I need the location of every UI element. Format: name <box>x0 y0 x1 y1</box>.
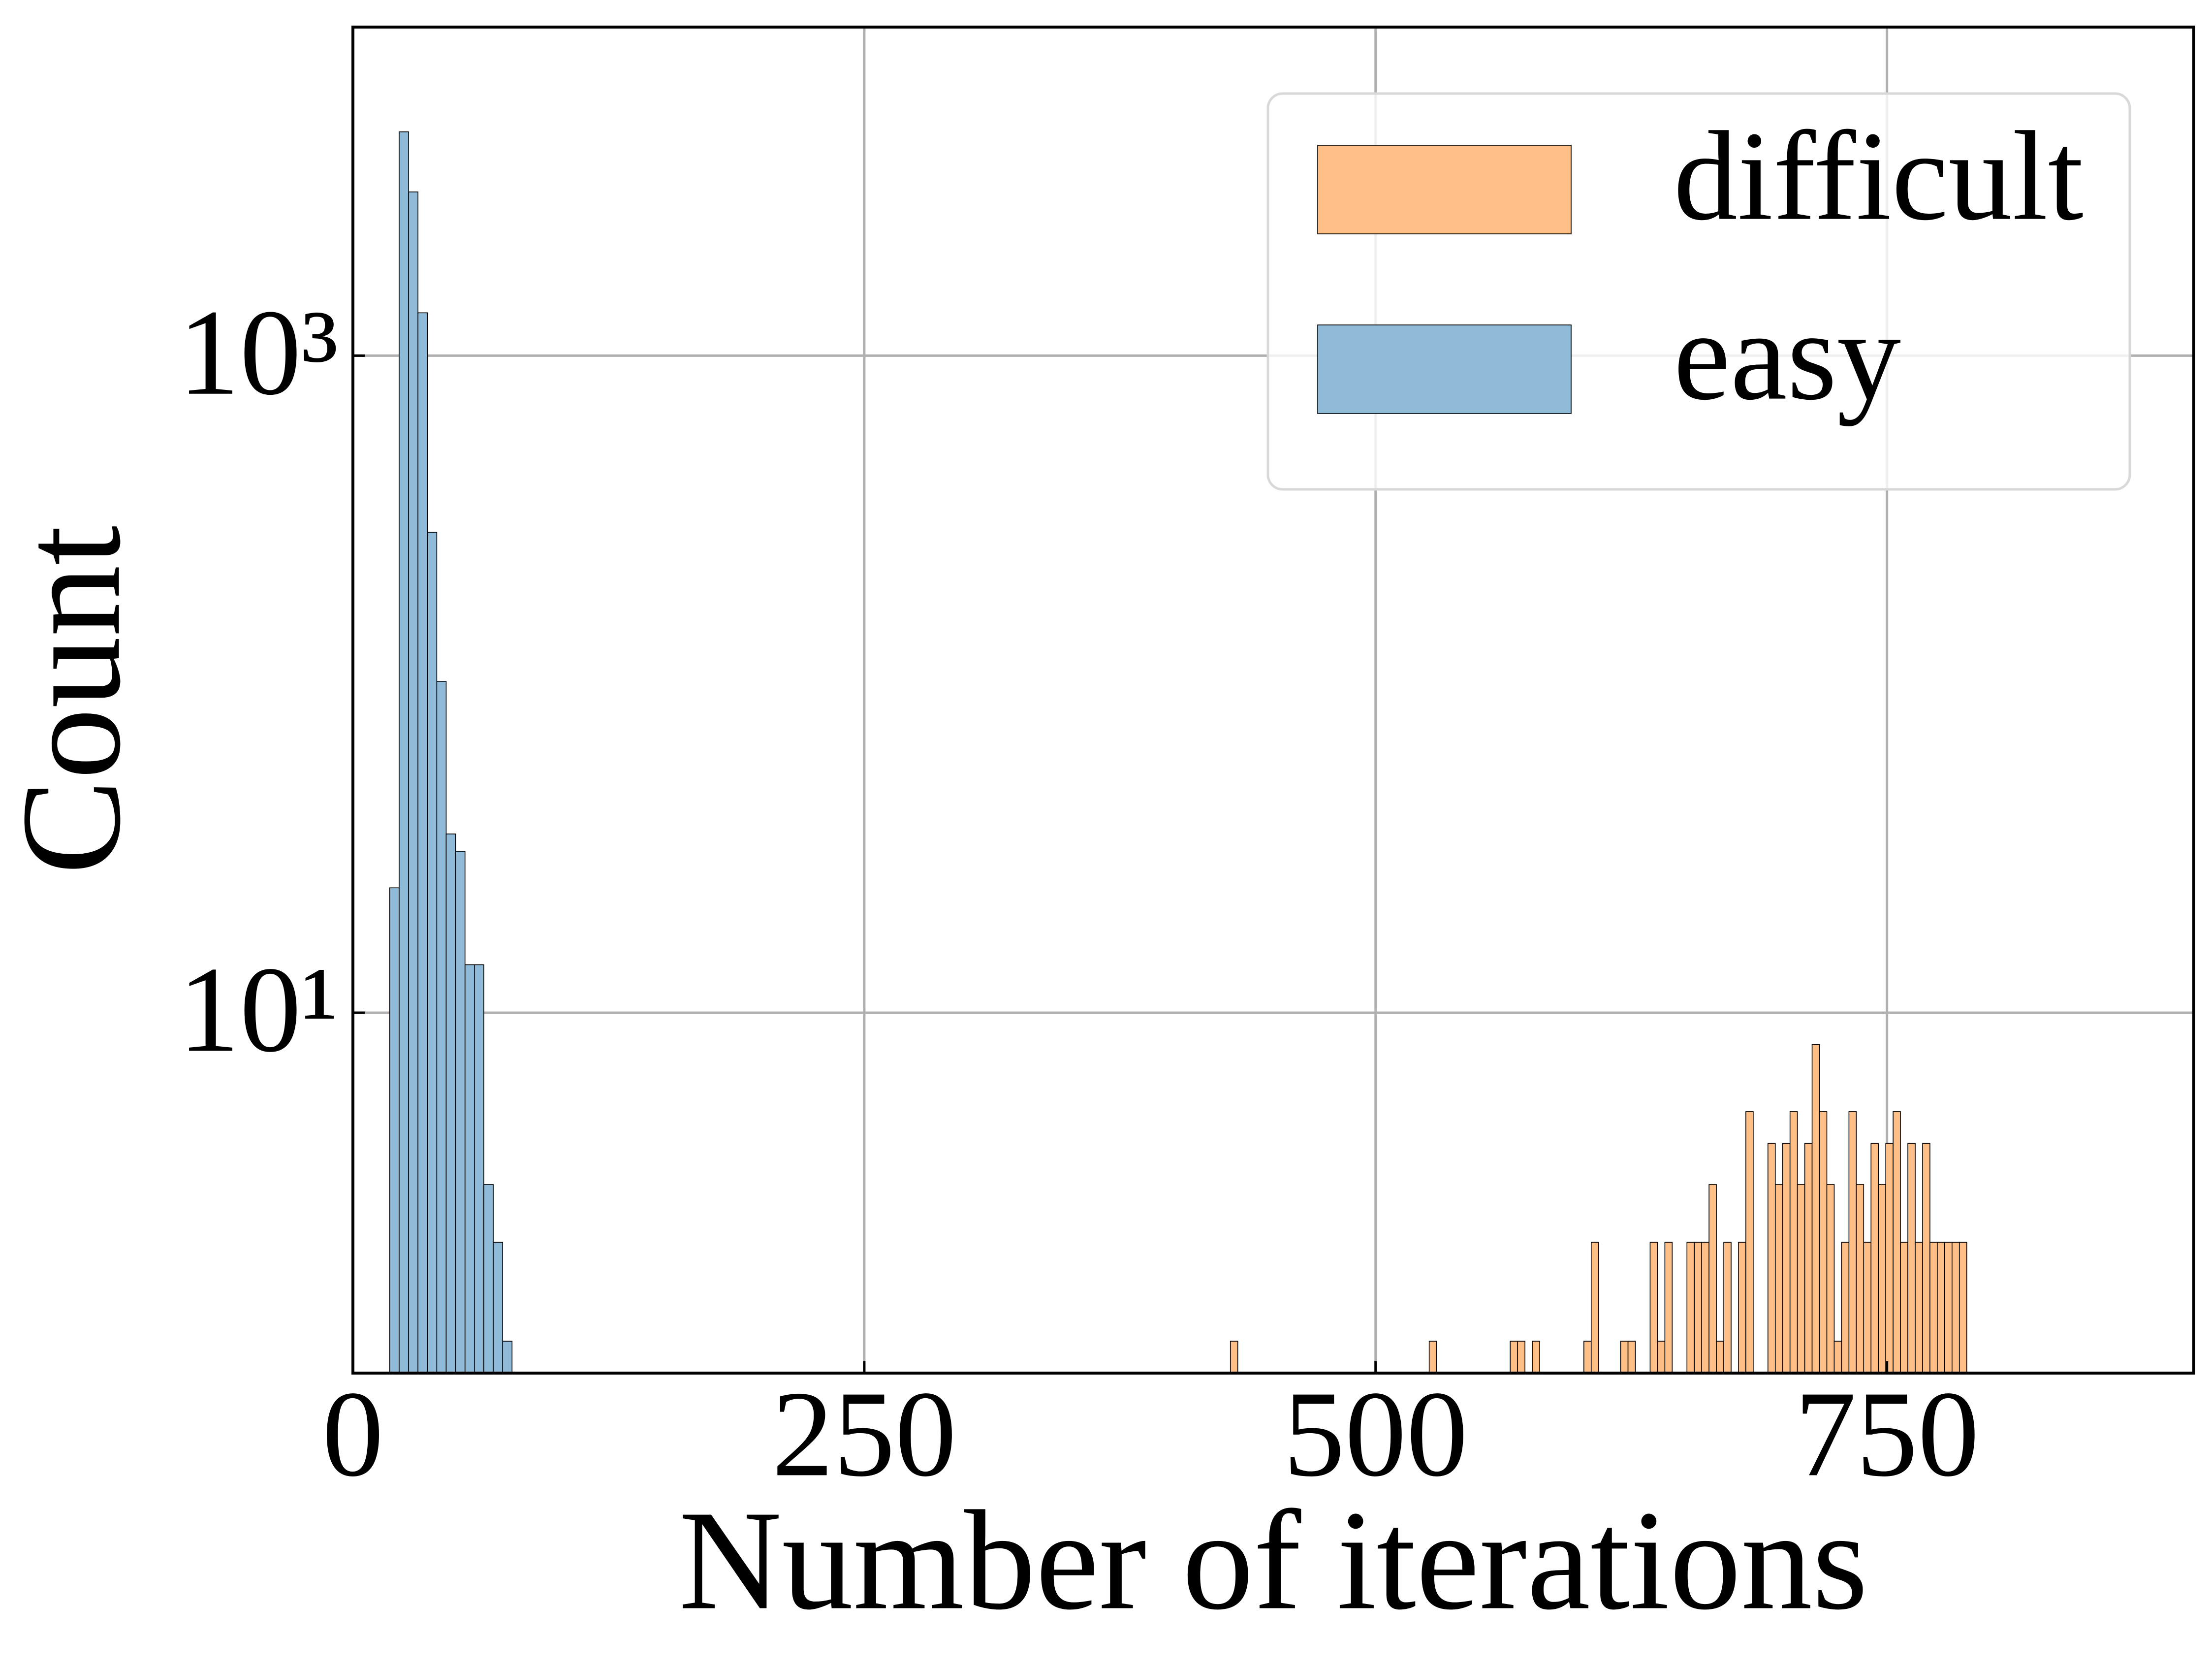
x-tick-label: 250 <box>772 1366 956 1502</box>
bar <box>1885 1143 1894 1374</box>
bar <box>1797 1184 1805 1374</box>
bar <box>483 1184 494 1374</box>
bar <box>1694 1242 1702 1374</box>
x-tick-label: 500 <box>1283 1366 1468 1502</box>
bar <box>1900 1242 1908 1374</box>
bar <box>1811 1044 1820 1374</box>
bar <box>436 681 447 1374</box>
plot-frame <box>351 26 2195 1375</box>
bar <box>1863 1242 1872 1374</box>
bar <box>1686 1242 1695 1374</box>
bar <box>1583 1341 1592 1374</box>
bar <box>1907 1143 1916 1374</box>
bar <box>1664 1242 1673 1374</box>
bar <box>1701 1242 1709 1374</box>
bar <box>1517 1341 1525 1374</box>
bar <box>502 1341 513 1374</box>
bar <box>1716 1341 1724 1374</box>
legend-label: easy <box>1674 285 1901 427</box>
bar <box>399 131 409 1374</box>
y-axis-label: Count <box>0 525 150 875</box>
bar <box>1789 1111 1798 1374</box>
bar <box>464 964 475 1374</box>
legend-swatch <box>1317 145 1572 234</box>
bar <box>1708 1184 1717 1374</box>
bar <box>1915 1242 1923 1374</box>
bar <box>1929 1242 1938 1374</box>
bar <box>1230 1341 1238 1374</box>
bar <box>1893 1111 1901 1374</box>
bar <box>1510 1341 1518 1374</box>
bar <box>474 964 484 1374</box>
bar <box>427 532 438 1374</box>
bar <box>1768 1143 1776 1374</box>
bar <box>1841 1242 1850 1374</box>
bar <box>1627 1341 1636 1374</box>
bar <box>1870 1143 1879 1374</box>
legend: difficult easy <box>1266 92 2131 491</box>
bar <box>408 191 418 1374</box>
bar <box>1620 1341 1629 1374</box>
x-tick-label: 750 <box>1795 1366 1979 1502</box>
bar <box>1819 1111 1828 1374</box>
bar <box>1804 1143 1813 1374</box>
bar <box>1649 1242 1658 1374</box>
bar <box>417 312 428 1374</box>
legend-swatch <box>1317 324 1572 414</box>
bar <box>1959 1242 1967 1374</box>
bar <box>1937 1242 1945 1374</box>
y-tick-label: 10³ <box>178 285 338 421</box>
bar <box>1922 1143 1930 1374</box>
bar <box>1944 1242 1953 1374</box>
bar <box>1782 1143 1791 1374</box>
x-tick-label: 0 <box>322 1366 384 1502</box>
bar <box>389 887 400 1374</box>
x-axis-label: Number of iterations <box>679 1481 1868 1639</box>
y-tick-label: 10¹ <box>178 941 338 1078</box>
bar <box>1952 1242 1960 1374</box>
bar <box>493 1242 503 1374</box>
bar <box>455 851 466 1374</box>
bar <box>1878 1184 1886 1374</box>
bar <box>1774 1184 1783 1374</box>
legend-label: difficult <box>1674 105 2084 247</box>
bar <box>1723 1242 1732 1374</box>
bar <box>1590 1242 1599 1374</box>
bar <box>1826 1184 1835 1374</box>
bar <box>1532 1341 1540 1374</box>
bar <box>1657 1341 1666 1374</box>
bar <box>1738 1242 1746 1374</box>
bar <box>1745 1111 1754 1374</box>
bar <box>445 834 456 1374</box>
bar <box>1848 1111 1857 1374</box>
bar <box>1856 1184 1864 1374</box>
